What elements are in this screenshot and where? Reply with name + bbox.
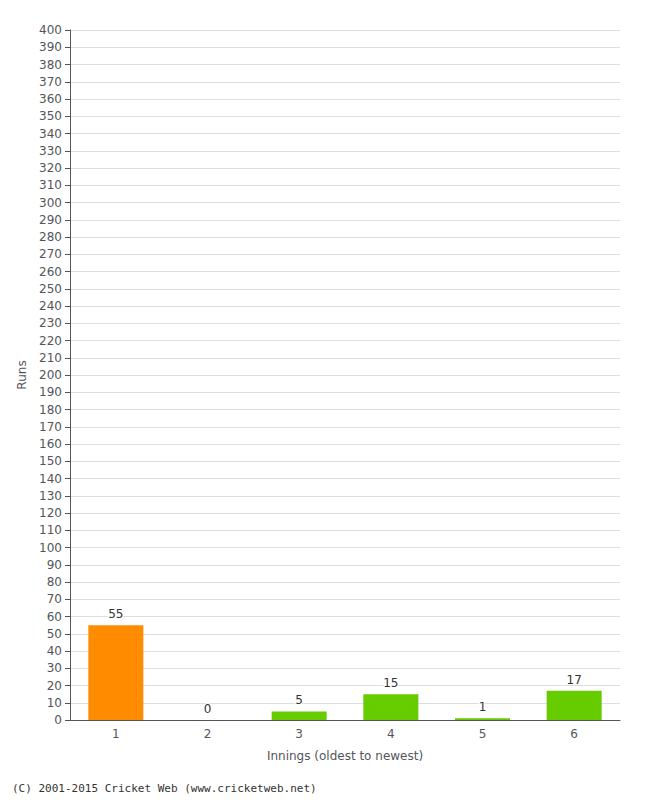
svg-text:120: 120 [39,506,62,520]
svg-text:Runs: Runs [15,360,29,389]
svg-text:Innings (oldest to newest): Innings (oldest to newest) [267,749,423,763]
svg-text:10: 10 [47,696,62,710]
svg-text:300: 300 [39,196,62,210]
svg-text:270: 270 [39,247,62,261]
svg-text:180: 180 [39,403,62,417]
svg-text:1: 1 [112,727,120,741]
svg-text:3: 3 [295,727,303,741]
svg-text:150: 150 [39,454,62,468]
svg-text:360: 360 [39,92,62,106]
svg-text:80: 80 [47,575,62,589]
svg-text:90: 90 [47,558,62,572]
svg-text:4: 4 [387,727,395,741]
svg-text:6: 6 [570,727,578,741]
svg-text:0: 0 [54,713,62,727]
svg-text:320: 320 [39,161,62,175]
svg-text:40: 40 [47,644,62,658]
svg-text:220: 220 [39,334,62,348]
svg-text:340: 340 [39,127,62,141]
svg-text:260: 260 [39,265,62,279]
svg-text:110: 110 [39,523,62,537]
svg-text:2: 2 [204,727,212,741]
svg-text:400: 400 [39,23,62,37]
svg-text:140: 140 [39,472,62,486]
svg-text:30: 30 [47,661,62,675]
svg-text:55: 55 [108,607,123,621]
svg-text:60: 60 [47,610,62,624]
svg-text:1: 1 [479,700,487,714]
svg-text:290: 290 [39,213,62,227]
svg-text:190: 190 [39,385,62,399]
svg-text:160: 160 [39,437,62,451]
svg-text:390: 390 [39,40,62,54]
svg-text:5: 5 [479,727,487,741]
svg-text:17: 17 [567,673,582,687]
svg-text:210: 210 [39,351,62,365]
svg-text:0: 0 [204,702,212,716]
svg-text:230: 230 [39,316,62,330]
svg-text:15: 15 [383,676,398,690]
svg-text:330: 330 [39,144,62,158]
svg-text:370: 370 [39,75,62,89]
svg-text:20: 20 [47,679,62,693]
svg-text:350: 350 [39,109,62,123]
svg-text:5: 5 [295,693,303,707]
svg-text:50: 50 [47,627,62,641]
svg-text:240: 240 [39,299,62,313]
svg-text:70: 70 [47,592,62,606]
svg-text:100: 100 [39,541,62,555]
svg-text:170: 170 [39,420,62,434]
svg-text:(C) 2001-2015 Cricket Web (www: (C) 2001-2015 Cricket Web (www.cricketwe… [12,782,317,795]
svg-text:250: 250 [39,282,62,296]
svg-text:200: 200 [39,368,62,382]
svg-text:280: 280 [39,230,62,244]
svg-text:380: 380 [39,58,62,72]
svg-text:130: 130 [39,489,62,503]
svg-text:310: 310 [39,178,62,192]
